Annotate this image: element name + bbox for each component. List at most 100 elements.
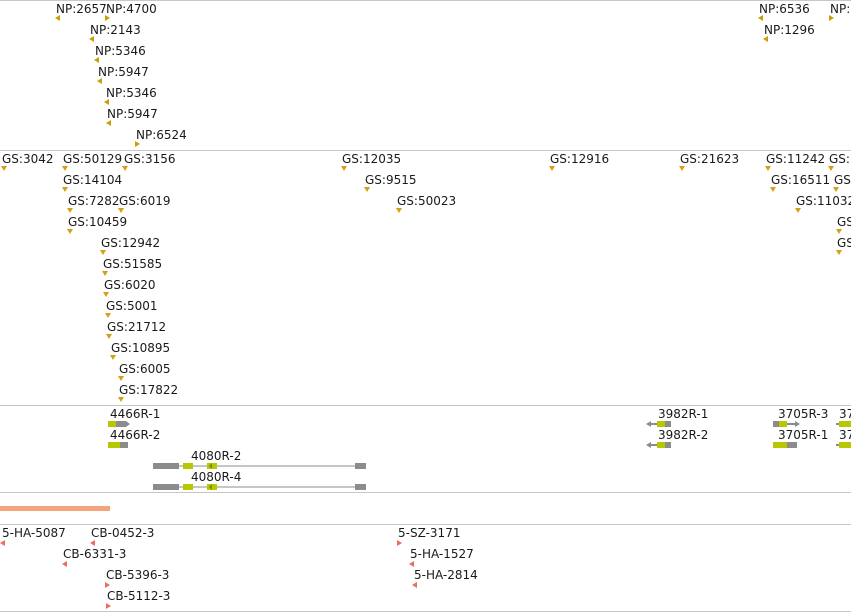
sample-feature-label[interactable]: CB-0452-3 — [91, 526, 155, 540]
gs-feature-label[interactable]: GS: — [829, 152, 850, 166]
gs-feature-marker[interactable] — [396, 208, 402, 213]
transcript-glyph[interactable] — [108, 441, 130, 449]
transcript-label[interactable]: 37 — [839, 428, 851, 442]
transcript-glyph[interactable] — [773, 441, 801, 449]
np-feature-label[interactable]: NP:4700 — [106, 2, 157, 16]
gs-feature-marker[interactable] — [105, 313, 111, 318]
np-feature-marker[interactable] — [763, 36, 768, 42]
np-feature-marker[interactable] — [829, 15, 834, 21]
sample-feature-label[interactable]: CB-5396-3 — [106, 568, 170, 582]
gs-feature-label[interactable]: GS:21623 — [680, 152, 740, 166]
gs-feature-label[interactable]: GS:12916 — [550, 152, 610, 166]
gs-feature-label[interactable]: GS:3042 — [2, 152, 54, 166]
gs-feature-marker[interactable] — [122, 166, 128, 171]
sample-feature-label[interactable]: 5-HA-5087 — [2, 526, 66, 540]
coverage-bar[interactable] — [0, 506, 110, 511]
gs-feature-marker[interactable] — [118, 376, 124, 381]
sample-feature-marker[interactable] — [412, 582, 417, 588]
gs-feature-label[interactable]: GS:50129 — [63, 152, 123, 166]
transcript-glyph[interactable] — [646, 441, 674, 449]
gs-feature-marker[interactable] — [102, 271, 108, 276]
gs-feature-marker[interactable] — [110, 355, 116, 360]
gs-feature-label[interactable]: GS: — [834, 173, 851, 187]
gs-feature-marker[interactable] — [62, 166, 68, 171]
gs-feature-label[interactable]: GS:6005 — [119, 362, 171, 376]
np-feature-label[interactable]: NP:5346 — [95, 44, 146, 58]
np-feature-label[interactable]: NP:5947 — [107, 107, 158, 121]
gs-feature-marker[interactable] — [100, 250, 106, 255]
transcript-glyph[interactable] — [836, 420, 851, 428]
transcript-glyph[interactable] — [646, 420, 674, 428]
sample-feature-marker[interactable] — [0, 540, 5, 546]
gs-feature-marker[interactable] — [118, 208, 124, 213]
np-feature-label[interactable]: NP:2657 — [56, 2, 107, 16]
gs-feature-label[interactable]: GS:50023 — [397, 194, 457, 208]
gs-feature-marker[interactable] — [1, 166, 7, 171]
gs-feature-marker[interactable] — [765, 166, 771, 171]
sample-feature-marker[interactable] — [106, 603, 111, 609]
gs-feature-label[interactable]: GS:11032 — [796, 194, 851, 208]
gs-feature-label[interactable]: GS:7282 — [68, 194, 120, 208]
gs-feature-label[interactable]: GS:14104 — [63, 173, 123, 187]
gs-feature-marker[interactable] — [103, 292, 109, 297]
sample-feature-label[interactable]: 5-HA-2814 — [414, 568, 478, 582]
np-feature-label[interactable]: NP:6524 — [136, 128, 187, 142]
transcript-glyph[interactable] — [773, 420, 801, 428]
np-feature-label[interactable]: NP:6536 — [759, 2, 810, 16]
gs-feature-marker[interactable] — [836, 229, 842, 234]
gs-feature-marker[interactable] — [549, 166, 555, 171]
transcript-label[interactable]: 3982R-1 — [658, 407, 709, 421]
np-feature-marker[interactable] — [89, 36, 94, 42]
gs-feature-marker[interactable] — [67, 208, 73, 213]
gs-feature-label[interactable]: GS:12035 — [342, 152, 402, 166]
sample-feature-label[interactable]: 5-SZ-3171 — [398, 526, 461, 540]
gs-feature-marker[interactable] — [118, 397, 124, 402]
gs-feature-marker[interactable] — [833, 187, 839, 192]
gs-feature-label[interactable]: GS: — [837, 215, 851, 229]
gs-feature-label[interactable]: GS: — [837, 236, 851, 250]
np-feature-label[interactable]: NP:1296 — [764, 23, 815, 37]
transcript-label[interactable]: 4080R-4 — [191, 470, 242, 484]
sample-feature-marker[interactable] — [397, 540, 402, 546]
gs-feature-label[interactable]: GS:9515 — [365, 173, 417, 187]
sample-feature-marker[interactable] — [409, 561, 414, 567]
transcript-glyph[interactable] — [153, 462, 366, 470]
gs-feature-label[interactable]: GS:6020 — [104, 278, 156, 292]
transcript-label[interactable]: 3982R-2 — [658, 428, 709, 442]
np-feature-label[interactable]: NP: — [830, 2, 851, 16]
gs-feature-label[interactable]: GS:11242 — [766, 152, 826, 166]
gs-feature-label[interactable]: GS:10459 — [68, 215, 128, 229]
gs-feature-marker[interactable] — [341, 166, 347, 171]
sample-feature-marker[interactable] — [90, 540, 95, 546]
gs-feature-label[interactable]: GS:21712 — [107, 320, 167, 334]
np-feature-label[interactable]: NP:5947 — [98, 65, 149, 79]
gs-feature-label[interactable]: GS:10895 — [111, 341, 171, 355]
sample-feature-label[interactable]: CB-6331-3 — [63, 547, 127, 561]
gs-feature-label[interactable]: GS:5001 — [106, 299, 158, 313]
gs-feature-label[interactable]: GS:51585 — [103, 257, 163, 271]
np-feature-marker[interactable] — [105, 15, 110, 21]
np-feature-marker[interactable] — [104, 99, 109, 105]
transcript-glyph[interactable] — [836, 441, 851, 449]
gs-feature-marker[interactable] — [67, 229, 73, 234]
transcript-label[interactable]: 3705R-3 — [778, 407, 829, 421]
transcript-label[interactable]: 4466R-2 — [110, 428, 161, 442]
np-feature-marker[interactable] — [97, 78, 102, 84]
gs-feature-marker[interactable] — [106, 334, 112, 339]
sample-feature-marker[interactable] — [105, 582, 110, 588]
gs-feature-marker[interactable] — [62, 187, 68, 192]
np-feature-marker[interactable] — [106, 120, 111, 126]
transcript-glyph[interactable] — [108, 420, 130, 428]
gs-feature-label[interactable]: GS:16511 — [771, 173, 831, 187]
np-feature-marker[interactable] — [55, 15, 60, 21]
gs-feature-marker[interactable] — [364, 187, 370, 192]
gs-feature-marker[interactable] — [836, 250, 842, 255]
gs-feature-label[interactable]: GS:12942 — [101, 236, 161, 250]
gs-feature-label[interactable]: GS:17822 — [119, 383, 179, 397]
sample-feature-label[interactable]: 5-HA-1527 — [410, 547, 474, 561]
np-feature-marker[interactable] — [94, 57, 99, 63]
gs-feature-marker[interactable] — [770, 187, 776, 192]
transcript-label[interactable]: 37 — [839, 407, 851, 421]
np-feature-marker[interactable] — [135, 141, 140, 147]
